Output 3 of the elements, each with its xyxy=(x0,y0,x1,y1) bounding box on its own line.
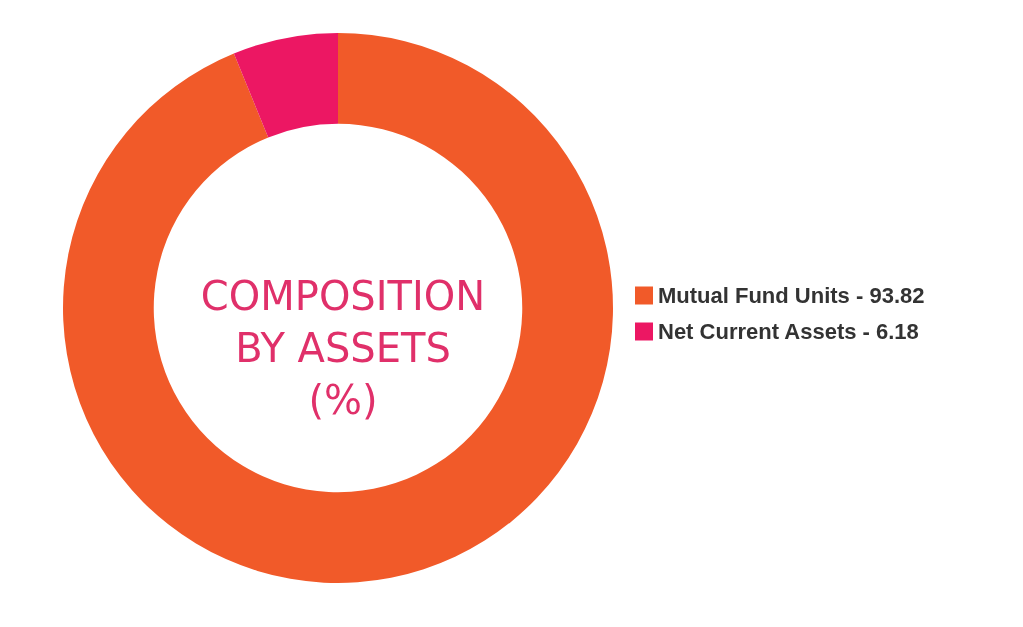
legend-label: Mutual Fund Units - 93.82 xyxy=(658,283,925,308)
legend-label: Net Current Assets - 6.18 xyxy=(658,319,919,344)
text: COMPOSITION BY ASSETS (%) xyxy=(200,273,486,423)
